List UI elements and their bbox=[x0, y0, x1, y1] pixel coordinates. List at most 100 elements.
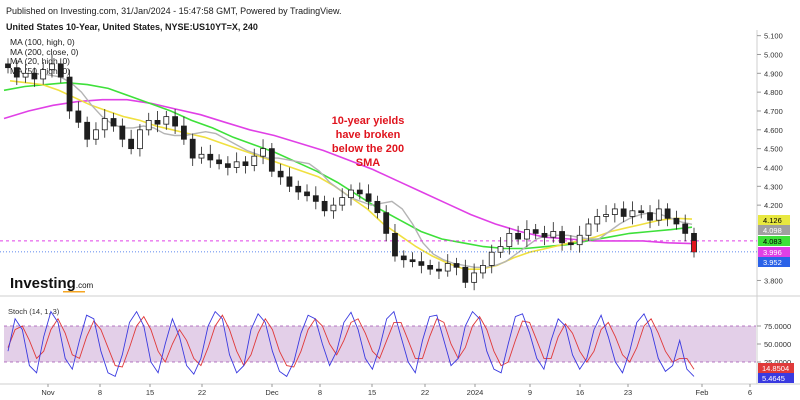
legend-ma100: MA (100, high, 0) bbox=[10, 37, 75, 47]
candle-body-up bbox=[163, 116, 170, 125]
candle bbox=[462, 259, 469, 288]
candle-body-down bbox=[567, 242, 574, 246]
candle-body-up bbox=[585, 223, 592, 236]
price-y-tick-label: 4.700 bbox=[764, 107, 783, 116]
candle-body-down bbox=[295, 185, 302, 193]
candle-body-down bbox=[400, 255, 407, 261]
candle bbox=[233, 152, 240, 174]
candle-body-down bbox=[620, 208, 627, 217]
candle bbox=[198, 146, 205, 164]
candle-body-down bbox=[392, 232, 398, 257]
candle bbox=[110, 112, 117, 132]
stoch-value-badge: 5.4645 bbox=[758, 373, 794, 383]
candle bbox=[321, 195, 328, 217]
ma-legend: MA (100, high, 0) MA (200, close, 0) MA … bbox=[10, 37, 79, 76]
candle-body-down bbox=[409, 259, 416, 263]
candle bbox=[365, 184, 372, 210]
price-label-text: 4.126 bbox=[763, 216, 782, 225]
price-label-text: 3.996 bbox=[763, 248, 782, 257]
candle-body-up bbox=[49, 63, 55, 70]
candle-body-up bbox=[655, 208, 662, 221]
candle bbox=[400, 250, 407, 268]
candle bbox=[638, 205, 645, 219]
legend-ma200: MA (200, close, 0) bbox=[10, 46, 79, 57]
candle bbox=[251, 148, 258, 172]
candle-body-down bbox=[673, 217, 680, 225]
candle bbox=[224, 156, 231, 176]
candle bbox=[515, 225, 522, 245]
candle-body-down bbox=[75, 110, 82, 123]
candle-body-down bbox=[242, 161, 249, 166]
stoch-value-badge: 14.8504 bbox=[758, 363, 794, 373]
candle bbox=[93, 122, 99, 145]
candle bbox=[128, 129, 135, 155]
price-y-tick-label: 4.500 bbox=[764, 145, 783, 154]
investing-logo: Investing.com bbox=[10, 275, 94, 292]
candle-body-down bbox=[66, 76, 73, 112]
candle bbox=[330, 197, 337, 219]
candle-body-down bbox=[189, 138, 196, 159]
candle bbox=[189, 133, 196, 166]
candle bbox=[594, 208, 601, 232]
candle-body-up bbox=[137, 129, 143, 150]
price-label-bg bbox=[758, 247, 790, 257]
candle-body-up bbox=[339, 197, 346, 206]
candle bbox=[444, 254, 451, 277]
candle bbox=[673, 210, 680, 230]
candle-body-up bbox=[40, 69, 47, 80]
x-tick-label: 15 bbox=[146, 388, 154, 397]
candle-body-up bbox=[145, 119, 152, 131]
candle bbox=[75, 101, 82, 128]
candle-body-down bbox=[31, 72, 38, 80]
candle-body-down bbox=[207, 153, 214, 161]
candle-body-up bbox=[506, 232, 513, 247]
candle bbox=[304, 184, 310, 202]
x-tick-label: 2024 bbox=[467, 388, 484, 397]
price-y-tick-label: 5.100 bbox=[764, 32, 783, 41]
symbol-title: United States 10-Year, United States, NY… bbox=[6, 22, 258, 32]
ma20-line bbox=[39, 72, 693, 268]
stoch-title: Stoch (14, 1, 3) bbox=[8, 307, 60, 316]
candle-body-down bbox=[216, 159, 222, 165]
candle-body-up bbox=[251, 155, 258, 166]
candle-body-down bbox=[268, 148, 275, 172]
x-tick-label: 8 bbox=[98, 388, 102, 397]
candle-body-up bbox=[611, 208, 618, 215]
price-label-bg bbox=[758, 236, 790, 246]
price-label-badge: 4.126 bbox=[758, 215, 790, 225]
annotation-line: have broken bbox=[336, 129, 401, 141]
candle bbox=[436, 261, 442, 279]
candle bbox=[277, 163, 284, 185]
price-label-bg bbox=[758, 257, 790, 267]
candle bbox=[286, 167, 293, 192]
price-label-badge: 3.996 bbox=[758, 247, 790, 257]
candle-body-down bbox=[5, 63, 11, 69]
candle bbox=[5, 58, 11, 74]
candle bbox=[216, 154, 222, 170]
candle-body-down bbox=[647, 212, 653, 221]
x-tick-label: 8 bbox=[318, 388, 322, 397]
price-label-text: 3.952 bbox=[763, 258, 782, 267]
candle bbox=[392, 223, 398, 262]
logo-suffix: .com bbox=[76, 281, 94, 290]
candle bbox=[145, 112, 152, 136]
candle bbox=[374, 195, 381, 219]
candle-body-down bbox=[374, 200, 381, 214]
candle bbox=[620, 201, 627, 223]
x-tick-label: 22 bbox=[421, 388, 429, 397]
candle-body-down bbox=[532, 229, 539, 234]
price-label-badge: 4.098 bbox=[758, 225, 790, 235]
candle-body-down bbox=[321, 200, 328, 212]
candle-body-down bbox=[119, 125, 126, 140]
candle-body-up bbox=[480, 265, 486, 274]
price-label-bg bbox=[758, 215, 790, 225]
candle bbox=[550, 222, 557, 243]
price-y-tick-label: 4.800 bbox=[764, 88, 783, 97]
candle-body-down bbox=[559, 231, 565, 244]
candle bbox=[471, 263, 478, 291]
candle bbox=[84, 116, 91, 148]
candle-body-down bbox=[541, 232, 548, 238]
price-label-bg bbox=[758, 225, 790, 235]
candle-body-down bbox=[277, 170, 284, 178]
